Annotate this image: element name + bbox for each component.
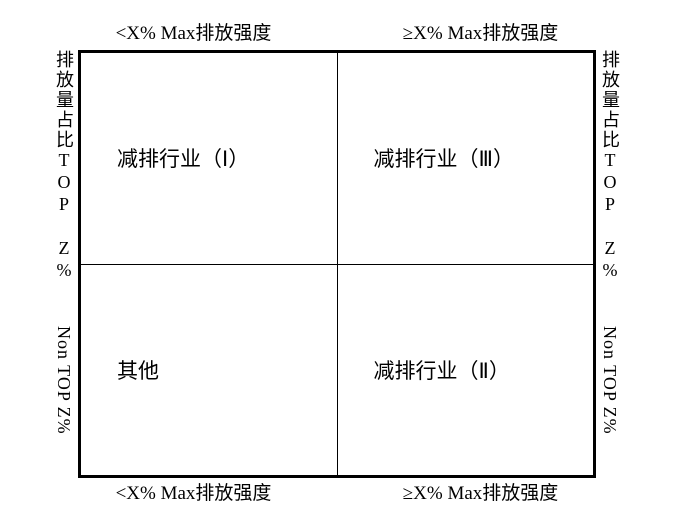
top-axis-labels: <X% Max排放强度 ≥X% Max排放强度: [50, 18, 624, 50]
row-header-bottom-right: Non TOP Z%: [596, 282, 624, 478]
middle-region: 排放量占比TOP Z% Non TOP Z% 减排行业（Ⅰ） 减排行业（Ⅲ） 其…: [50, 50, 624, 478]
quadrant-container: <X% Max排放强度 ≥X% Max排放强度 排放量占比TOP Z% Non …: [50, 18, 624, 510]
grid-row-top: 减排行业（Ⅰ） 减排行业（Ⅲ）: [81, 53, 593, 265]
quadrant-grid: 减排行业（Ⅰ） 减排行业（Ⅲ） 其他 减排行业（Ⅱ）: [78, 50, 596, 478]
grid-row-bottom: 其他 减排行业（Ⅱ）: [81, 265, 593, 476]
left-axis-labels: 排放量占比TOP Z% Non TOP Z%: [50, 50, 78, 478]
bottom-axis-labels: <X% Max排放强度 ≥X% Max排放强度: [50, 478, 624, 510]
quadrant-bottom-left: 其他: [81, 265, 338, 476]
row-header-top-left: 排放量占比TOP Z%: [50, 50, 78, 282]
row-header-bottom-left: Non TOP Z%: [50, 282, 78, 478]
right-axis-labels: 排放量占比TOP Z% Non TOP Z%: [596, 50, 624, 478]
col-footer-right: ≥X% Max排放强度: [337, 478, 624, 510]
col-header-right: ≥X% Max排放强度: [337, 18, 624, 50]
row-label-text: 排放量占比TOP Z%: [55, 50, 73, 282]
quadrant-bottom-right: 减排行业（Ⅱ）: [338, 265, 594, 476]
quadrant-top-right: 减排行业（Ⅲ）: [338, 53, 594, 264]
row-label-text: 排放量占比TOP Z%: [601, 50, 619, 282]
row-label-text: Non TOP Z%: [55, 326, 73, 435]
row-header-top-right: 排放量占比TOP Z%: [596, 50, 624, 282]
quadrant-top-left: 减排行业（Ⅰ）: [81, 53, 338, 264]
col-footer-left: <X% Max排放强度: [50, 478, 337, 510]
col-header-left: <X% Max排放强度: [50, 18, 337, 50]
row-label-text: Non TOP Z%: [601, 326, 619, 435]
